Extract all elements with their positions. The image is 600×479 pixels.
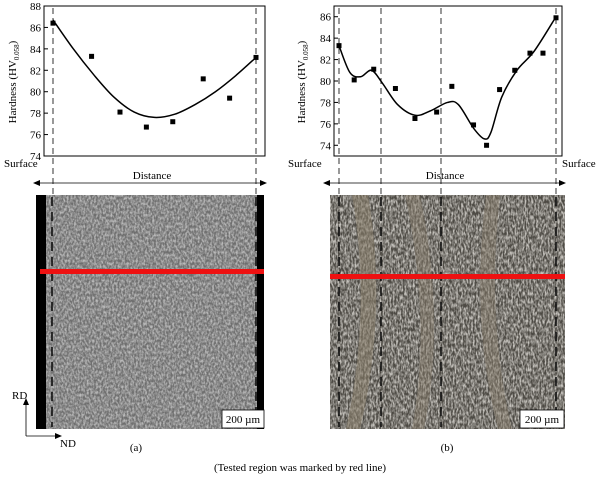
- y-axis-label-a: Hardness (HV0.058): [7, 40, 21, 123]
- data-point-b-7: [471, 122, 477, 128]
- y-tick-label-b-0: 74: [320, 140, 332, 152]
- micrograph-a: 200 µm: [36, 195, 265, 429]
- y-tick-label-a-4: 82: [30, 65, 41, 77]
- scale-bar-box-b: [519, 409, 565, 429]
- arrowhead-right-b: [559, 180, 566, 186]
- micrograph-a-texture: [46, 195, 257, 429]
- y-axis-label-main-a: Hardness (HV: [7, 60, 19, 123]
- y-tick-label-a-6: 86: [30, 22, 42, 34]
- y-tick-label-a-2: 78: [30, 108, 42, 120]
- arrowhead-left-a: [33, 180, 40, 186]
- chart-a: 74 76 78 80 82 84 86 88 Hardness (HV0.058) Surf…: [4, 1, 267, 262]
- data-point-b-2: [371, 66, 377, 72]
- data-point-b-1: [351, 77, 357, 83]
- fit-curve-a: [52, 19, 257, 119]
- data-point-b-4: [412, 116, 418, 121]
- micrograph-b-band-1: [346, 195, 377, 429]
- x-axis-label-a: Distance: [133, 170, 172, 182]
- y-tick-label-b-1: 76: [320, 119, 332, 131]
- y-axis-ticks-b: 74 76 78 80 82 84 86: [320, 12, 338, 152]
- data-points-b: [336, 15, 559, 148]
- y-axis-label-sub-b: 0.058: [302, 44, 310, 60]
- y-tick-label-b-2: 78: [320, 97, 332, 109]
- data-point-b-11: [527, 50, 533, 56]
- x-axis-label-b: Distance: [426, 170, 465, 182]
- data-point-b-0: [336, 43, 342, 49]
- data-points-a: [50, 20, 259, 130]
- data-point-b-13: [553, 15, 559, 21]
- plot-frame-a: [43, 5, 266, 157]
- data-point-b-12: [540, 50, 546, 56]
- data-point-b-9: [497, 87, 503, 93]
- plot-frame-b: [333, 5, 563, 157]
- nd-arrowhead: [55, 433, 62, 439]
- arrowhead-right-a: [260, 180, 267, 186]
- y-tick-label-a-0: 74: [30, 151, 42, 163]
- surface-label-left-b: Surface: [288, 158, 322, 170]
- data-point-a-6: [227, 95, 233, 101]
- surface-label-right-b: Surface: [562, 158, 596, 170]
- y-axis-label-b: Hardness (HV0.058): [296, 40, 310, 123]
- micrograph-b-band-3: [480, 195, 512, 429]
- red-tested-line-b: [330, 274, 565, 279]
- y-axis-label-close-a: ): [7, 40, 19, 44]
- y-tick-label-a-5: 84: [30, 44, 42, 56]
- y-tick-label-b-5: 84: [320, 33, 332, 45]
- data-point-a-4: [170, 119, 176, 125]
- red-tested-line-a: [40, 269, 264, 274]
- chart-b: 74 76 78 80 82 84 86 Hardness (HV0.058) Surfac…: [288, 5, 596, 280]
- micrograph-b-band-2: [405, 195, 435, 429]
- nd-label: ND: [60, 438, 76, 450]
- y-tick-label-a-3: 80: [30, 87, 42, 99]
- y-tick-label-b-6: 86: [320, 12, 332, 24]
- rd-arrowhead: [23, 398, 29, 405]
- scale-bar-label-b: 200 µm: [525, 414, 560, 426]
- y-axis-ticks-a: 74 76 78 80 82 84 86 88: [30, 1, 48, 163]
- arrowhead-left-b: [323, 180, 330, 186]
- data-point-a-2: [117, 109, 123, 115]
- data-point-b-10: [512, 67, 518, 73]
- panel-label-a: (a): [130, 442, 143, 454]
- y-tick-label-a-7: 88: [30, 1, 42, 13]
- rd-nd-indicator: RD ND: [12, 390, 76, 450]
- panel-label-b: (b): [441, 442, 454, 454]
- y-axis-label-main-b: Hardness (HV: [296, 60, 308, 123]
- y-tick-label-a-1: 76: [30, 130, 42, 142]
- data-point-b-3: [392, 86, 398, 91]
- y-tick-label-b-3: 80: [320, 76, 332, 88]
- data-point-a-3: [143, 124, 149, 130]
- data-point-a-1: [89, 53, 95, 59]
- fit-curve-b: [338, 16, 557, 140]
- y-axis-label-sub-a: 0.058: [13, 44, 21, 60]
- surface-label-a: Surface: [4, 158, 38, 170]
- data-point-b-8: [484, 142, 490, 148]
- rd-label: RD: [12, 390, 27, 402]
- y-axis-label-close-b: ): [296, 40, 308, 44]
- data-point-b-6: [449, 83, 455, 89]
- y-tick-label-b-4: 82: [320, 55, 331, 67]
- data-point-a-7: [253, 54, 259, 60]
- micrograph-b: 200 µm: [330, 195, 565, 429]
- data-point-b-5: [434, 109, 440, 115]
- scale-bar-label-a: 200 µm: [226, 414, 261, 426]
- data-point-a-5: [200, 76, 206, 82]
- scale-bar-box-a: [221, 409, 265, 429]
- figure-caption: (Tested region was marked by red line): [214, 462, 386, 474]
